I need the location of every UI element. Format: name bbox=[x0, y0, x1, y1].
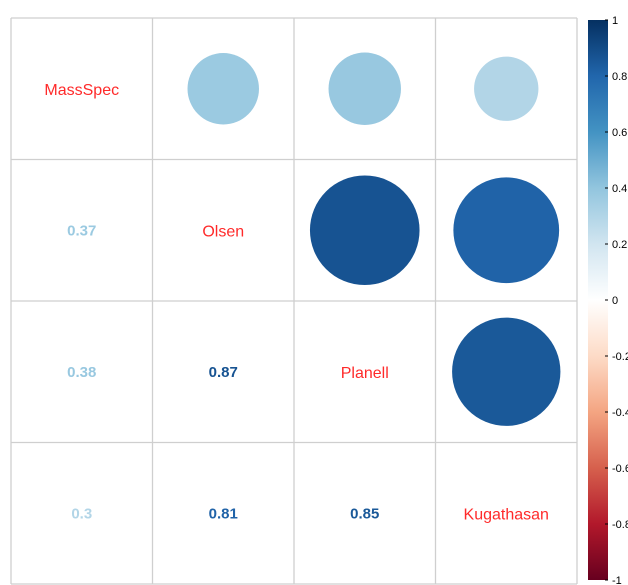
correlation-value: 0.37 bbox=[67, 222, 96, 239]
colorbar-tick-label: 0.6 bbox=[612, 127, 627, 139]
colorbar-tick-label: -1 bbox=[612, 575, 622, 585]
correlation-circle bbox=[328, 52, 401, 125]
variable-label: Planell bbox=[341, 365, 389, 382]
colorbar-tick-label: -0.6 bbox=[612, 463, 628, 475]
variable-label: MassSpec bbox=[44, 82, 119, 99]
correlation-circle bbox=[187, 53, 259, 125]
correlation-value: 0.85 bbox=[350, 505, 379, 522]
correlation-circle bbox=[453, 177, 560, 284]
colorbar-tick-label: 0 bbox=[612, 295, 618, 307]
colorbar-tick-label: 0.4 bbox=[612, 183, 627, 195]
correlation-value: 0.38 bbox=[67, 364, 96, 381]
colorbar-tick-label: -0.8 bbox=[612, 519, 628, 531]
correlation-circle bbox=[474, 56, 539, 121]
matrix-cells: MassSpec Olsen Planell Kugathasan 0.37 0.38 0.… bbox=[44, 52, 561, 523]
colorbar-tick-label: -0.4 bbox=[612, 407, 628, 419]
colorbar-tick-label: 0.8 bbox=[612, 71, 627, 83]
correlation-value: 0.87 bbox=[209, 364, 238, 381]
colorbar-tick-label: 0.2 bbox=[612, 239, 627, 251]
variable-label: Kugathasan bbox=[464, 506, 549, 523]
grid-lines bbox=[10, 17, 578, 585]
colorbar: 1 0.8 0.6 0.4 0.2 0 -0.2 -0.4 -0.6 -0.8 -1 bbox=[588, 15, 628, 585]
colorbar-gradient bbox=[588, 20, 608, 580]
colorbar-tick-label: 1 bbox=[612, 15, 618, 27]
correlation-circle bbox=[452, 317, 561, 426]
correlation-value: 0.3 bbox=[71, 505, 92, 522]
colorbar-tick-label: -0.2 bbox=[612, 351, 628, 363]
correlation-value: 0.81 bbox=[209, 505, 238, 522]
variable-label: Olsen bbox=[202, 223, 244, 240]
correlation-circle bbox=[309, 175, 420, 286]
